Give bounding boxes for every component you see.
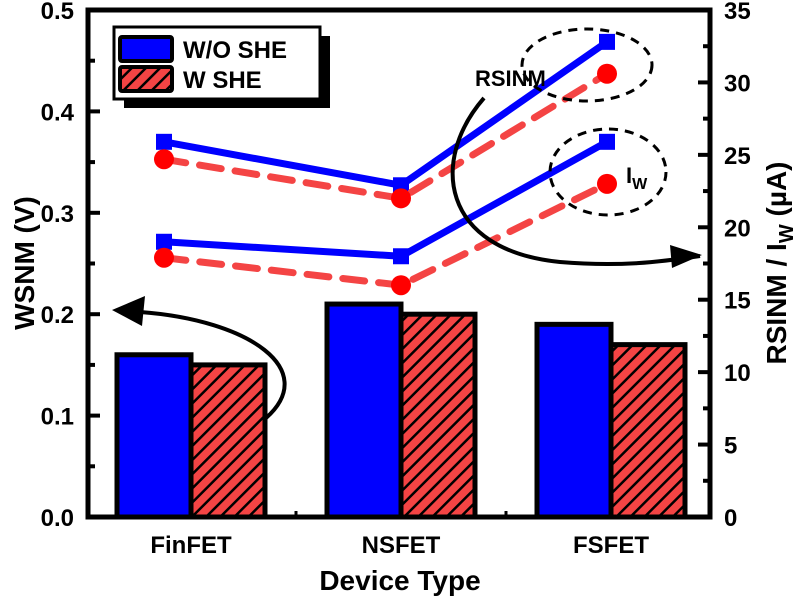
left-tick-label: 0.0	[41, 505, 74, 532]
square-marker	[393, 248, 409, 265]
bar-finfet-w-she	[188, 362, 268, 520]
iw-ellipse	[548, 127, 668, 217]
square-marker	[599, 33, 615, 50]
legend-label-wo-she: W/O SHE	[183, 37, 287, 64]
circle-marker	[597, 173, 617, 194]
circle-marker	[597, 63, 617, 84]
circle-marker	[154, 149, 174, 170]
left-tick-label: 0.2	[41, 302, 74, 329]
left-tick-label: 0.3	[41, 201, 74, 228]
legend-swatch-w-she	[118, 65, 174, 93]
category-label-nsfet: NSFET	[362, 532, 441, 559]
legend-swatch-wo-she	[118, 35, 174, 63]
bar-finfet-wo-she	[114, 352, 194, 520]
rsinm-label: RSINM	[475, 66, 546, 91]
legend-label-w-she: W SHE	[183, 67, 262, 94]
bar-nsfet-w-she	[398, 311, 478, 520]
iw-label: IW	[626, 163, 648, 193]
left-tick-label: 0.1	[41, 404, 74, 431]
left-tick-label: 0.4	[41, 99, 75, 126]
bar-fsfet-w-she	[608, 342, 688, 520]
x-axis-title: Device Type	[319, 565, 480, 596]
legend: W/O SHE W SHE	[112, 25, 330, 108]
square-marker	[599, 133, 615, 150]
bar-fsfet-wo-she	[534, 321, 614, 520]
square-marker	[156, 133, 172, 150]
right-tick-label: 0	[724, 505, 737, 532]
arrowhead-left-icon	[112, 296, 145, 326]
circle-marker	[391, 275, 411, 296]
annotations: RSINM IW	[112, 27, 702, 420]
square-marker	[156, 233, 172, 250]
circle-marker	[154, 247, 174, 268]
rsinm-ellipse	[520, 27, 654, 103]
circle-marker	[391, 188, 411, 209]
bar-nsfet-wo-she	[324, 301, 404, 520]
right-tick-label: 20	[724, 215, 751, 242]
right-tick-label: 25	[724, 143, 751, 170]
category-label-fsfet: FSFET	[573, 532, 649, 559]
right-tick-label: 35	[724, 0, 751, 25]
axis-ticks: 0.0 0.1 0.2 0.3 0.4 0.5 0 5 10 15 20 25 30 35 FinFET NS…	[9, 0, 798, 596]
right-tick-label: 10	[724, 360, 751, 387]
right-axis-title: RSINM / IW (µA)	[761, 161, 798, 364]
right-tick-label: 5	[724, 433, 737, 460]
right-tick-label: 30	[724, 70, 751, 97]
left-tick-label: 0.5	[41, 0, 74, 25]
category-label-finfet: FinFET	[150, 532, 232, 559]
wsnm-bars	[114, 301, 688, 520]
left-axis-title: WSNM (V)	[9, 196, 40, 330]
arrow-to-right-axis	[450, 96, 701, 267]
arrow-to-left-axis	[139, 310, 287, 420]
arrowhead-right-icon	[670, 245, 702, 268]
right-tick-label: 15	[724, 288, 751, 315]
